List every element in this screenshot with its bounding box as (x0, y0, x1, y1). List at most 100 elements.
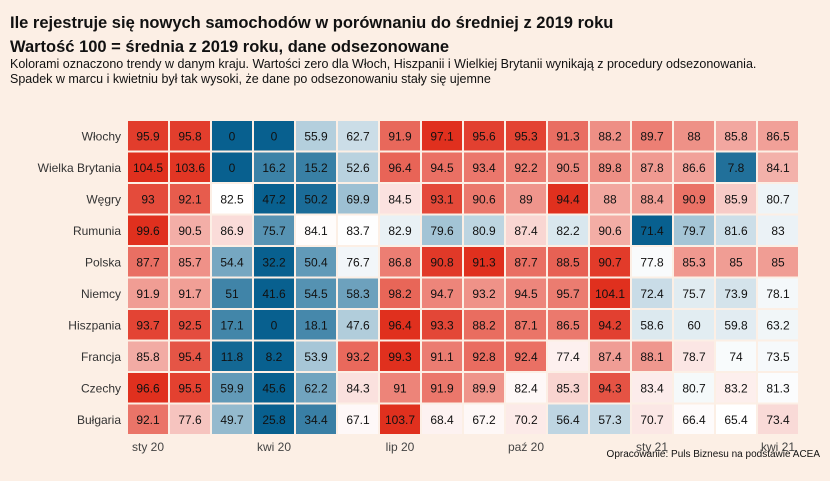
cell-value-label: 62.2 (304, 381, 328, 395)
cell-value-label: 73.4 (766, 413, 790, 427)
cell-value-label: 15.2 (304, 161, 328, 175)
heatmap-cell (716, 215, 756, 245)
cell-value-label: 86.5 (766, 129, 790, 143)
heatmap-cell (128, 278, 168, 308)
heatmap-cell (716, 121, 756, 151)
heatmap-cell (758, 184, 798, 214)
heatmap-cell (422, 184, 462, 214)
chart-subtitle: Kolorami oznaczono trendy w danym kraju.… (10, 57, 757, 71)
heatmap-cell (128, 184, 168, 214)
heatmap-cell (758, 215, 798, 245)
heatmap-cell (758, 121, 798, 151)
cell-value-label: 85.9 (724, 192, 748, 206)
cell-value-label: 52.6 (346, 161, 370, 175)
cell-value-label: 0 (271, 129, 278, 143)
heatmap-cell (506, 310, 546, 340)
cell-value-label: 88.2 (598, 129, 622, 143)
heatmap-cell (674, 373, 714, 403)
cell-value-label: 87.8 (640, 161, 664, 175)
cell-value-label: 104.5 (133, 161, 163, 175)
heatmap-cell (296, 121, 336, 151)
heatmap-cell (212, 404, 252, 434)
heatmap-cell (296, 278, 336, 308)
heatmap-cell (464, 278, 504, 308)
cell-value-label: 51 (225, 287, 239, 301)
heatmap-cell (548, 184, 588, 214)
cell-value-label: 34.4 (304, 413, 328, 427)
heatmap-cell (632, 373, 672, 403)
cell-value-label: 70.2 (514, 413, 538, 427)
cell-value-label: 58.6 (640, 318, 664, 332)
heatmap-cell (716, 247, 756, 277)
cell-value-label: 82.5 (220, 192, 244, 206)
x-tick-label: kwi 20 (257, 440, 291, 454)
heatmap-cell (338, 121, 378, 151)
cell-value-label: 47.6 (346, 318, 370, 332)
cell-value-label: 90.5 (556, 161, 580, 175)
x-tick-label: sty 20 (132, 440, 164, 454)
heatmap-cell (716, 152, 756, 182)
cell-value-label: 104.1 (595, 287, 625, 301)
heatmap-cell (128, 247, 168, 277)
heatmap-cell (254, 310, 294, 340)
heatmap-cell (674, 184, 714, 214)
cell-value-label: 0 (271, 318, 278, 332)
cell-value-label: 77.4 (556, 350, 580, 364)
heatmap-cell (506, 373, 546, 403)
heatmap-cell (296, 404, 336, 434)
heatmap-cell (296, 310, 336, 340)
heatmap-cell (506, 121, 546, 151)
cell-value-label: 103.7 (385, 413, 415, 427)
cell-value-label: 85 (729, 255, 743, 269)
heatmap-cell (380, 373, 420, 403)
heatmap-cell (674, 121, 714, 151)
cell-value-label: 45.6 (262, 381, 286, 395)
cell-value-label: 82.4 (514, 381, 538, 395)
heatmap-cell (464, 121, 504, 151)
heatmap-cell (464, 184, 504, 214)
cell-value-label: 96.4 (388, 161, 412, 175)
heatmap-cell (170, 247, 210, 277)
heatmap-cell (422, 310, 462, 340)
chart-subtitle-line2: Spadek w marcu i kwietniu był tak wysoki… (10, 72, 491, 86)
cell-value-label: 91.3 (472, 255, 496, 269)
cell-value-label: 89.8 (598, 161, 622, 175)
heatmap-cell (170, 373, 210, 403)
heatmap-cell (506, 278, 546, 308)
cell-value-label: 78.1 (766, 287, 790, 301)
heatmap-cell (128, 404, 168, 434)
cell-value-label: 92.1 (178, 192, 202, 206)
heatmap-cell (170, 121, 210, 151)
cell-value-label: 59.9 (220, 381, 244, 395)
cell-value-label: 54.4 (220, 255, 244, 269)
heatmap-cell (464, 247, 504, 277)
cell-value-label: 96.4 (388, 318, 412, 332)
heatmap-cell (548, 152, 588, 182)
cell-value-label: 90.6 (598, 224, 622, 238)
cell-value-label: 85.3 (682, 255, 706, 269)
heatmap-cell (632, 341, 672, 371)
heatmap-cell (212, 152, 252, 182)
heatmap-cell (170, 215, 210, 245)
cell-value-label: 7.8 (728, 161, 745, 175)
heatmap-cell (548, 310, 588, 340)
heatmap-cell (422, 341, 462, 371)
cell-value-label: 69.9 (346, 192, 370, 206)
heatmap-cell (422, 247, 462, 277)
cell-value-label: 80.9 (472, 224, 496, 238)
cell-value-label: 94.4 (556, 192, 580, 206)
heatmap-cell (296, 247, 336, 277)
cell-value-label: 88 (687, 129, 701, 143)
cell-value-label: 82.2 (556, 224, 580, 238)
cell-value-label: 83.4 (640, 381, 664, 395)
cell-value-label: 78.7 (682, 350, 706, 364)
cell-value-label: 90.5 (178, 224, 202, 238)
cell-value-label: 85 (771, 255, 785, 269)
cell-value-label: 56.4 (556, 413, 580, 427)
heatmap-cell (170, 310, 210, 340)
heatmap-cell (506, 184, 546, 214)
cell-value-label: 95.7 (556, 287, 580, 301)
heatmap-cell (128, 341, 168, 371)
heatmap-cell (632, 184, 672, 214)
